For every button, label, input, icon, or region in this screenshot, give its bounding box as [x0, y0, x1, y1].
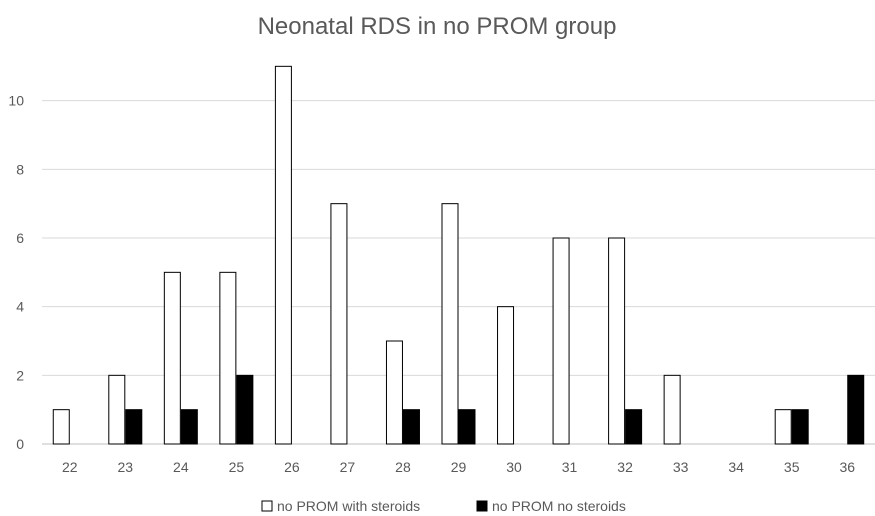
- x-tick-label: 36: [839, 459, 855, 475]
- bar: [552, 237, 570, 445]
- y-tick-label: 6: [16, 230, 24, 246]
- legend-swatch: [261, 500, 273, 512]
- bar: [219, 271, 237, 445]
- bar: [163, 271, 181, 445]
- x-tick-label: 32: [617, 459, 633, 475]
- x-tick-label: 27: [340, 459, 356, 475]
- bar: [385, 340, 403, 445]
- x-tick-label: 35: [784, 459, 800, 475]
- bars: [52, 65, 865, 445]
- x-tick-label: 24: [173, 459, 189, 475]
- y-axis-ticks: 0 2 4 6 8 10: [8, 93, 24, 452]
- bar: [125, 409, 143, 445]
- bar: [180, 409, 198, 445]
- bar: [441, 203, 459, 445]
- bar: [274, 65, 292, 445]
- x-tick-label: 23: [118, 459, 134, 475]
- bar: [663, 374, 681, 445]
- x-tick-label: 34: [728, 459, 744, 475]
- x-tick-label: 25: [229, 459, 245, 475]
- bar: [791, 409, 809, 445]
- bar: [458, 409, 476, 445]
- bar: [847, 374, 865, 445]
- chart-title: Neonatal RDS in no PROM group: [258, 13, 617, 40]
- bar: [774, 409, 792, 445]
- bar: [330, 203, 348, 445]
- x-tick-label: 29: [451, 459, 467, 475]
- bar: [497, 306, 515, 445]
- bar: [608, 237, 626, 445]
- y-tick-label: 10: [8, 93, 24, 109]
- x-tick-label: 28: [395, 459, 411, 475]
- legend: no PROM with steroids no PROM no steroids: [261, 498, 626, 514]
- x-tick-label: 31: [562, 459, 578, 475]
- legend-swatch: [476, 500, 488, 512]
- legend-label: no PROM with steroids: [277, 498, 420, 514]
- x-tick-label: 33: [673, 459, 689, 475]
- bar: [52, 409, 70, 445]
- bar: [402, 409, 420, 445]
- x-tick-label: 30: [506, 459, 522, 475]
- x-axis-ticks: 22 23 24 25 26 27 28 29 30 31 32 33 34 35 36: [62, 459, 855, 475]
- bar: [236, 374, 254, 445]
- y-tick-label: 8: [16, 161, 24, 177]
- x-tick-label: 26: [284, 459, 300, 475]
- bar: [108, 374, 126, 445]
- y-tick-label: 0: [16, 436, 24, 452]
- y-tick-label: 2: [16, 367, 24, 383]
- bar: [625, 409, 643, 445]
- y-tick-label: 4: [16, 299, 24, 315]
- legend-label: no PROM no steroids: [492, 498, 626, 514]
- x-tick-label: 22: [62, 459, 78, 475]
